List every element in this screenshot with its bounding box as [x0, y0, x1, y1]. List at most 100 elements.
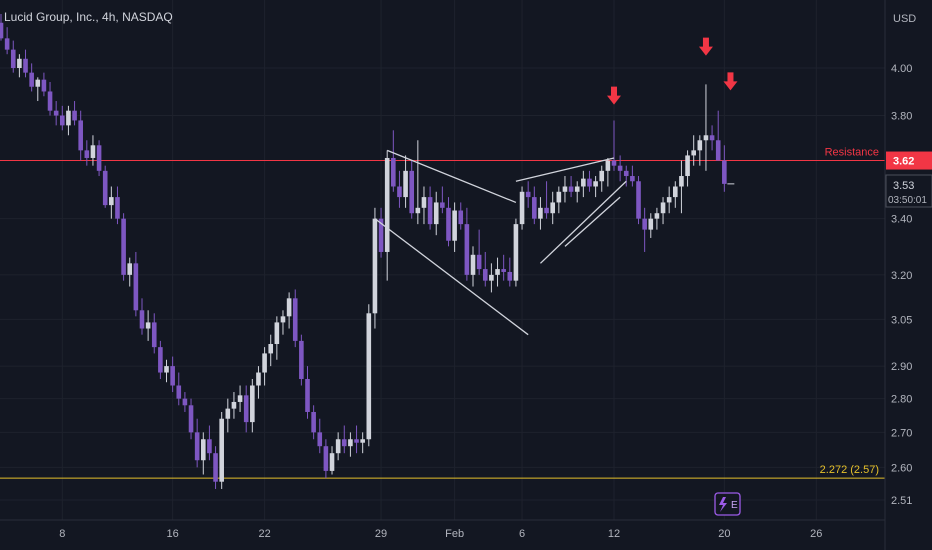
candle-body: [654, 213, 660, 219]
candle-body: [495, 269, 500, 275]
candle-body: [299, 340, 304, 379]
horizontal-lines: Resistance 2.272 (2.57): [0, 147, 885, 479]
candle-body: [17, 58, 22, 68]
candle-body: [421, 197, 427, 208]
candle-body: [243, 395, 249, 423]
candle-body: [611, 160, 617, 166]
candle-body: [440, 202, 445, 208]
candle-body: [207, 439, 212, 454]
candle-body: [642, 218, 647, 230]
candle-body: [164, 366, 169, 373]
candle-body: [722, 160, 727, 184]
candle-body: [403, 170, 408, 198]
x-tick-label: 22: [258, 528, 270, 540]
candle-body: [697, 140, 703, 151]
candle-body: [250, 385, 255, 423]
candle-body: [176, 385, 182, 399]
candle-body: [84, 150, 90, 158]
candle-body: [427, 197, 433, 225]
candle-body: [127, 263, 133, 275]
candle-body: [231, 401, 237, 409]
y-tick-label: 3.05: [891, 314, 912, 326]
candle-body: [60, 115, 65, 126]
candle-body: [23, 58, 28, 73]
candle-body: [274, 322, 280, 345]
resistance-price-label: 3.62: [893, 156, 914, 168]
candle-body: [292, 298, 298, 341]
candle-body: [458, 210, 464, 225]
candle-body: [507, 271, 513, 281]
horizontal-level-label: 2.272 (2.57): [820, 464, 879, 476]
candle-body: [237, 395, 243, 402]
currency-label[interactable]: USD: [893, 13, 916, 25]
candle-body: [593, 181, 598, 187]
candle-body: [378, 218, 384, 252]
price-badges: 3.62 3.53 03:50:01: [885, 151, 932, 208]
trend-line[interactable]: [374, 218, 529, 336]
candle-body: [341, 439, 347, 447]
candle-body: [115, 197, 120, 219]
candle-body: [581, 178, 586, 187]
last-price-label: 3.53: [893, 180, 914, 192]
candle-body: [470, 254, 476, 275]
candle-body: [587, 178, 592, 187]
y-tick-label: 4.00: [891, 63, 912, 75]
trend-line[interactable]: [564, 196, 621, 247]
candle-body: [96, 145, 102, 171]
candle-body: [538, 207, 543, 219]
arrows: [607, 37, 738, 105]
candle-body: [219, 418, 224, 482]
y-tick-label: 3.80: [891, 111, 912, 123]
y-tick-label: 2.80: [891, 394, 912, 406]
candle-body: [476, 254, 482, 270]
candle-body: [158, 347, 163, 373]
candle-body: [348, 439, 353, 447]
trend-lines: [374, 149, 627, 336]
candle-body: [433, 202, 439, 225]
candle-body: [335, 439, 341, 454]
candle-body: [648, 218, 654, 230]
candle-body: [574, 186, 580, 192]
candle-body: [568, 186, 574, 192]
y-tick-label: 2.90: [891, 361, 912, 373]
time-axis[interactable]: 8 16 22 29 Feb 6 12 20 26: [59, 528, 822, 540]
candle-body: [53, 110, 59, 116]
candle-body: [636, 181, 641, 219]
candle-body: [139, 310, 145, 329]
price-axis[interactable]: 4.00 3.80 3.40 3.20 3.05 2.90 2.80 2.70 2.60 2.51: [891, 63, 912, 507]
candle-body: [623, 170, 629, 177]
candle-body: [225, 408, 231, 419]
candle-body: [262, 353, 267, 373]
down-arrow-icon: [698, 37, 713, 56]
candle-body: [72, 110, 77, 121]
y-tick-label: 3.20: [891, 270, 912, 282]
candle-body: [10, 49, 16, 68]
candle-body: [47, 91, 53, 111]
candle-body: [35, 79, 41, 87]
candle-body: [0, 22, 4, 39]
y-tick-label: 2.60: [891, 462, 912, 474]
candle-body: [562, 186, 568, 192]
candle-body: [715, 140, 721, 161]
x-tick-label: 6: [519, 528, 525, 540]
candle-body: [317, 432, 323, 447]
resistance-price-badge: [886, 151, 932, 170]
candle-body: [268, 344, 274, 354]
last-price-badge: [885, 174, 932, 208]
trend-line[interactable]: [386, 149, 517, 204]
horizontal-level-label: Resistance: [825, 147, 879, 159]
bar-countdown-label: 03:50:01: [888, 195, 927, 206]
candle-body: [599, 170, 605, 182]
candle-body: [151, 322, 157, 348]
x-tick-label: 8: [59, 528, 65, 540]
candle-body: [544, 207, 549, 214]
x-tick-label: 20: [718, 528, 730, 540]
trend-line[interactable]: [515, 157, 615, 182]
candle-body: [532, 197, 537, 219]
trend-line[interactable]: [539, 180, 627, 264]
candle-body: [121, 218, 126, 275]
event-badge[interactable]: E: [714, 492, 741, 516]
candle-body: [691, 150, 696, 156]
candle-body: [305, 378, 310, 412]
